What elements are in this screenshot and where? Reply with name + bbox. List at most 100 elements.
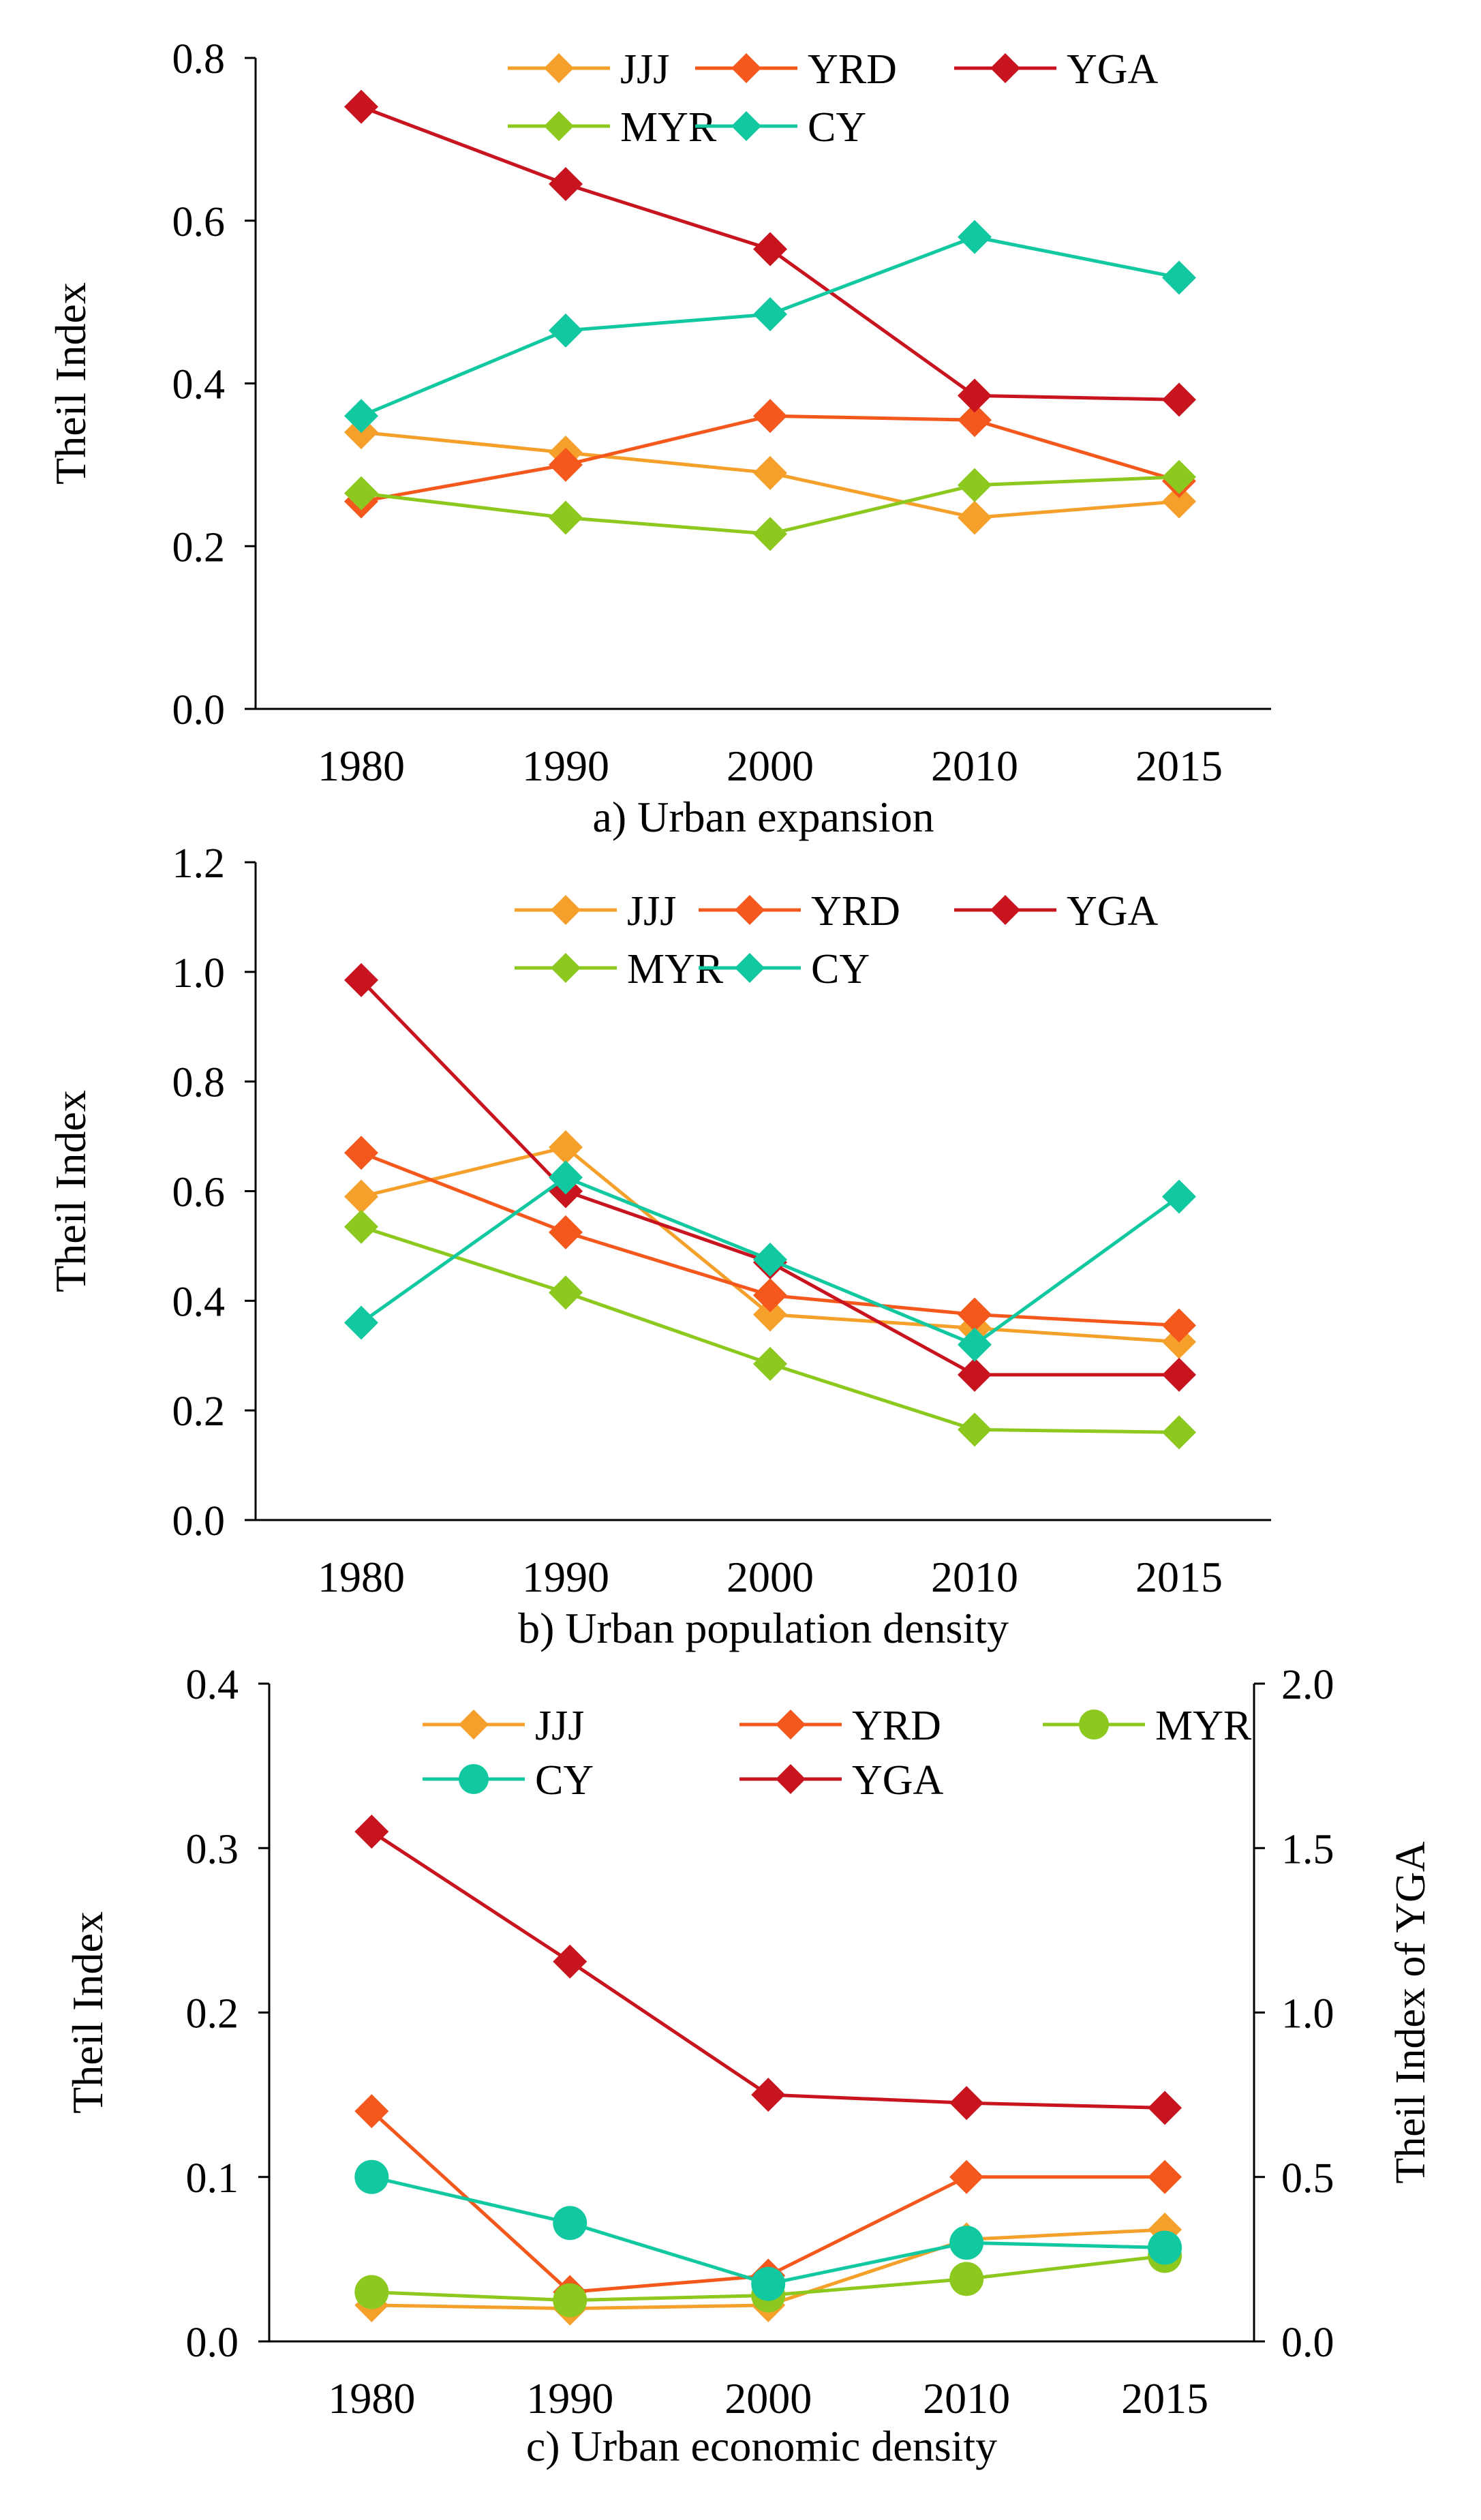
x-tick-label: 2015 <box>1135 742 1223 790</box>
data-point-jjj <box>344 1179 378 1214</box>
data-point-myr <box>553 2283 587 2318</box>
legend: JJJ YRD YGA MYR CY <box>508 46 1159 151</box>
series-myr <box>344 459 1196 551</box>
legend-item-myr: MYR <box>1043 1703 1252 1749</box>
data-point-myr <box>344 1209 378 1244</box>
legend-item-jjj: JJJ <box>508 46 669 93</box>
data-point-myr <box>344 476 378 511</box>
data-point-cy <box>354 2159 389 2194</box>
data-point-yga <box>1162 1357 1196 1392</box>
x-tick-label: 1980 <box>318 1553 405 1601</box>
legend-item-yrd: YRD <box>695 46 897 93</box>
data-point-yga <box>1162 382 1196 417</box>
legend-label: CY <box>811 946 870 992</box>
y-right-tick-label: 2.0 <box>1281 1662 1334 1708</box>
legend-swatch-marker <box>776 1710 806 1740</box>
data-point-yrd <box>753 1278 787 1313</box>
data-point-cy <box>949 2226 984 2260</box>
legend-swatch-marker <box>544 111 574 141</box>
legend-item-yga: YGA <box>739 1757 944 1804</box>
data-point-cy <box>1148 2230 1182 2265</box>
data-point-cy <box>1162 260 1196 295</box>
data-point-yrd <box>958 403 992 438</box>
data-point-yga <box>344 962 378 997</box>
y-tick-label: 0.2 <box>172 524 226 571</box>
y-tick-label: 0.8 <box>172 36 226 82</box>
y-tick-label: 0.0 <box>172 687 226 733</box>
legend-swatch-marker <box>551 953 581 983</box>
legend: JJJ YRD YGA MYR CY <box>515 888 1159 992</box>
data-point-myr <box>958 1412 992 1447</box>
y-tick-label: 1.2 <box>172 840 226 887</box>
data-point-myr <box>549 1275 583 1310</box>
y-tick-label: 0.1 <box>186 2155 239 2202</box>
data-point-cy <box>549 1160 583 1195</box>
series-yga <box>344 89 1196 417</box>
series-cy <box>344 1160 1196 1362</box>
series-cy <box>354 2159 1182 2301</box>
series-jjj <box>344 415 1196 535</box>
chart-panel-b: 0.0 0.2 0.4 0.6 0.8 1.0 1.2 1980 1990 2000 2010 201… <box>46 840 1271 1652</box>
data-point-yga <box>958 1357 992 1392</box>
chart-panel-c: 0.0 0.1 0.2 0.3 0.4 0.0 0.5 1.0 1.5 2.0 Theil Inde… <box>63 1662 1434 2470</box>
data-point-cy <box>958 219 992 254</box>
data-point-yrd <box>949 2159 984 2194</box>
legend-swatch-marker <box>731 53 761 83</box>
legend: JJJ YRD MYR CY YGA <box>423 1703 1252 1804</box>
y-tick-label: 1.0 <box>172 950 226 997</box>
y-tick-label: 0.0 <box>172 1498 226 1545</box>
y-tick-label: 0.3 <box>186 1826 239 1872</box>
data-point-yga <box>553 1944 587 1979</box>
y-tick-label: 0.4 <box>186 1662 239 1708</box>
x-tick-label: 2010 <box>931 1553 1018 1601</box>
legend-label: JJJ <box>627 888 676 935</box>
chart-caption: c) Urban economic density <box>526 2422 997 2470</box>
x-tick-label: 1980 <box>328 2374 415 2423</box>
data-point-jjj <box>753 1297 787 1332</box>
data-point-yrd <box>344 1136 378 1170</box>
legend-label: CY <box>535 1757 594 1804</box>
legend-swatch-marker <box>731 111 761 141</box>
data-point-myr <box>753 1346 787 1381</box>
data-point-myr <box>354 2275 389 2309</box>
chart-caption: b) Urban population density <box>518 1604 1009 1652</box>
legend-item-yga: YGA <box>954 46 1159 93</box>
series-myr <box>344 1209 1196 1450</box>
data-point-cy <box>751 2266 786 2301</box>
legend-swatch-marker <box>990 895 1020 925</box>
x-tick-label: 2000 <box>727 742 814 790</box>
series-line-yga <box>370 1830 1165 2110</box>
x-tick-label: 2015 <box>1135 1553 1223 1601</box>
data-point-myr <box>958 468 992 502</box>
data-point-cy <box>1162 1179 1196 1214</box>
data-point-jjj <box>753 455 787 490</box>
data-point-cy <box>344 1305 378 1340</box>
legend-label: YRD <box>811 888 900 935</box>
legend-label: MYR <box>1155 1703 1252 1749</box>
data-point-yga <box>354 1815 389 1849</box>
data-point-cy <box>344 399 378 434</box>
data-point-yga <box>753 232 787 267</box>
legend-item-cy: CY <box>695 104 866 151</box>
x-tick-label: 1990 <box>526 2374 613 2423</box>
data-point-yrd <box>958 1297 992 1332</box>
legend-item-cy: CY <box>423 1757 594 1804</box>
legend-label: YRD <box>852 1703 941 1749</box>
legend-swatch-marker <box>459 1764 489 1794</box>
data-point-cy <box>553 2206 587 2241</box>
legend-item-myr: MYR <box>508 104 717 151</box>
x-tick-label: 2015 <box>1121 2374 1208 2423</box>
data-point-myr <box>549 500 583 535</box>
series-yga <box>354 1815 1182 2125</box>
legend-label: JJJ <box>535 1703 584 1749</box>
legend-swatch-marker <box>1079 1710 1109 1740</box>
legend-label: YGA <box>1067 46 1159 93</box>
y-right-tick-label: 0.0 <box>1281 2320 1334 2366</box>
data-point-cy <box>753 297 787 332</box>
legend-item-yrd: YRD <box>699 888 900 935</box>
data-point-yga <box>751 2078 786 2112</box>
legend-label: CY <box>808 104 866 151</box>
legend-item-cy: CY <box>699 946 870 992</box>
data-point-yrd <box>549 1215 583 1249</box>
